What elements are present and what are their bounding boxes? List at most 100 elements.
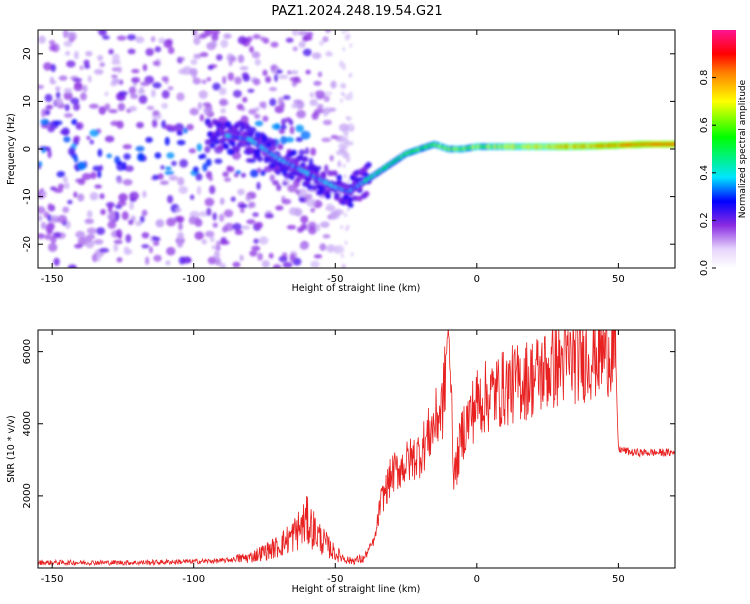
heatmap-noise-blob [49,79,57,85]
heatmap-noise-blob [38,35,46,44]
heatmap-noise-blob [55,97,64,107]
heatmap-noise-blob [165,260,171,266]
heatmap-noise-blob [253,78,261,86]
heatmap-noise-blob [44,110,51,116]
heatmap-noise-blob [346,158,350,163]
heatmap-noise-blob [55,91,61,99]
heatmap-noise-blob [215,240,222,247]
heatmap-noise-blob [45,104,54,110]
heatmap-noise-blob [73,50,79,60]
colorbar-tick-label: 0.4 [699,165,710,181]
heatmap-noise-blob [93,68,104,75]
heatmap-noise-blob [128,219,134,225]
heatmap-ridge-halo [218,144,225,151]
heatmap-ridge-core [672,142,675,147]
heatmap-noise-blob [323,95,330,103]
heatmap-noise-blob [249,169,259,178]
heatmap-noise-blob [347,179,351,184]
heatmap-noise-blob [220,39,229,48]
heatmap-noise-blob [295,124,305,133]
heatmap-noise-blob [248,201,256,209]
heatmap-noise-blob [350,127,354,132]
heatmap-noise-blob [226,165,233,172]
heatmap-noise-blob [322,119,332,126]
heatmap-noise-blob [177,177,185,186]
heatmap-noise-blob [176,215,185,223]
heatmap-noise-blob [242,74,251,82]
top-x-axis-label: Height of straight line (km) [292,283,421,294]
heatmap-noise-blob [290,70,299,75]
heatmap-noise-blob [47,149,52,159]
heatmap-noise-blob [240,172,247,178]
heatmap-noise-blob [344,94,354,101]
heatmap-ridge-halo [220,130,227,137]
heatmap-noise-blob [152,110,160,117]
heatmap-noise-blob [152,174,159,181]
heatmap-noise-blob [310,147,317,156]
heatmap-noise-blob [141,244,150,249]
heatmap-noise-blob [117,66,123,74]
heatmap-noise-blob [89,103,99,109]
heatmap-noise-blob [125,234,132,243]
heatmap-noise-blob [268,86,278,92]
heatmap-ridge-halo [324,193,331,200]
heatmap-noise-blob [102,35,110,40]
heatmap-noise-blob [282,181,288,186]
heatmap-noise-blob [281,118,286,127]
bottom-x-tick-label: -100 [182,574,205,585]
top-y-axis-label: Frequency (Hz) [6,113,17,185]
heatmap-noise-blob [223,33,232,39]
heatmap-noise-blob [178,186,189,194]
heatmap-noise-blob [275,205,284,211]
heatmap-noise-blob [349,91,353,96]
heatmap-noise-blob [260,36,266,42]
heatmap-noise-blob [284,136,295,143]
heatmap-ridge-halo [295,176,302,183]
heatmap-noise-blob [262,115,269,122]
heatmap-noise-blob [38,233,46,239]
heatmap-noise-blob [344,132,348,137]
heatmap-noise-blob [138,94,148,104]
top-y-tick-label: 10 [22,95,33,108]
heatmap-noise-blob [214,158,223,164]
heatmap-noise-blob [91,253,98,263]
heatmap-noise-blob [77,162,86,171]
heatmap-noise-blob [73,156,79,163]
heatmap-noise-blob [313,80,322,86]
heatmap-ridge-halo [266,142,273,149]
heatmap-noise-blob [67,264,77,268]
heatmap-noise-blob [73,103,81,111]
heatmap-noise-blob [83,59,90,66]
heatmap-noise-blob [129,201,135,211]
heatmap-noise-blob [350,141,354,146]
heatmap-noise-blob [207,256,217,265]
heatmap-noise-blob [219,262,226,268]
heatmap-ridge-halo [241,141,248,148]
colorbar-tick-label: 0.8 [699,70,710,86]
heatmap-noise-blob [253,238,260,244]
heatmap-noise-blob [186,123,194,131]
heatmap-noise-blob [334,245,345,254]
heatmap-noise-blob [67,199,73,205]
heatmap-noise-blob [340,98,344,103]
heatmap-noise-blob [311,112,319,120]
heatmap-noise-blob [340,126,344,131]
heatmap-noise-blob [49,44,57,52]
heatmap-noise-blob [230,196,236,202]
heatmap-noise-blob [166,246,176,256]
heatmap-noise-blob [131,68,140,74]
heatmap-noise-blob [298,188,308,198]
heatmap-noise-blob [177,231,184,241]
heatmap-noise-blob [128,105,137,112]
colorbar-gradient [712,30,736,268]
heatmap-noise-blob [71,118,78,126]
top-y-tick-label: 20 [22,47,33,60]
heatmap-noise-blob [179,159,189,168]
heatmap-noise-blob [98,30,108,36]
colorbar-ticks: 0.0 0.2 0.4 0.6 0.8 [699,70,716,276]
heatmap-noise-blob [175,207,182,213]
heatmap-noise-blob [79,65,84,71]
heatmap-noise-blob [62,30,69,39]
heatmap-noise-blob [215,257,222,266]
snr-series-line [38,330,675,567]
